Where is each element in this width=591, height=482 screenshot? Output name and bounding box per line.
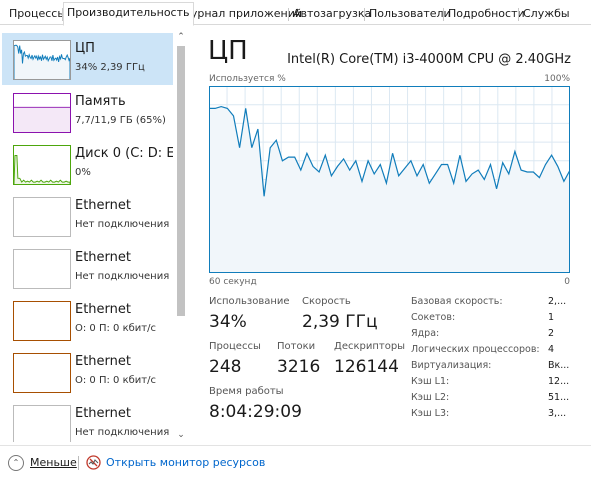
graph-y-label: Используется % <box>209 74 286 84</box>
tab-processes[interactable]: Процессы <box>9 7 67 20</box>
sidebar-item-memory[interactable]: Память 7,7/11,9 ГБ (65%) <box>5 86 173 138</box>
sidebar-item-title: Ethernet <box>75 250 131 265</box>
sidebar-item-subtitle: Нет подключения <box>75 271 170 282</box>
sidebar-item-ethernet-5[interactable]: Ethernet Нет подключения <box>5 398 173 442</box>
sidebar-item-title: ЦП <box>75 41 95 56</box>
uptime-value: 8:04:29:09 <box>209 402 302 422</box>
footer-separator <box>78 456 79 470</box>
info-value: Вк... <box>548 360 570 371</box>
ethernet-thumbnail <box>13 249 71 289</box>
sidebar-item-ethernet-4[interactable]: Ethernet О: 0 П: 0 кбит/с <box>5 346 173 398</box>
usage-label: Использование <box>209 296 290 307</box>
info-label: Сокетов: <box>411 312 456 323</box>
sidebar-item-subtitle: О: 0 П: 0 кбит/с <box>75 375 156 386</box>
cpu-model: Intel(R) Core(TM) i3-4000M CPU @ 2.40GHz <box>287 52 571 67</box>
footer: ⌃ Меньше Открыть монитор ресурсов <box>0 445 591 482</box>
tab-separator <box>443 8 444 21</box>
info-label: Кэш L3: <box>411 408 450 419</box>
tab-startup[interactable]: Автозагрузка <box>293 7 372 20</box>
tab-separator <box>62 8 63 21</box>
tab-separator <box>518 8 519 21</box>
ethernet-thumbnail <box>13 197 71 237</box>
tab-details[interactable]: Подробности <box>448 7 525 20</box>
ethernet-thumbnail <box>13 405 71 442</box>
sidebar-item-title: Память <box>75 94 126 109</box>
sidebar-item-cpu[interactable]: ЦП 34% 2,39 ГГц <box>2 33 173 85</box>
usage-value: 34% <box>209 312 247 332</box>
threads-label: Потоки <box>277 341 316 352</box>
handles-value: 126144 <box>334 357 399 377</box>
tab-separator <box>364 8 365 21</box>
speed-label: Скорость <box>302 296 351 307</box>
ethernet-thumbnail <box>13 301 71 341</box>
sidebar-item-title: Ethernet <box>75 302 131 317</box>
disk-thumbnail <box>13 145 71 185</box>
cpu-graph-fill <box>209 106 570 273</box>
tab-performance[interactable]: Производительность <box>63 2 194 26</box>
info-label: Виртуализация: <box>411 360 492 371</box>
open-resource-monitor-link[interactable]: Открыть монитор ресурсов <box>106 456 266 469</box>
scroll-down-icon[interactable]: ⌄ <box>177 430 185 440</box>
sidebar-item-subtitle: Нет подключения <box>75 219 170 230</box>
sidebar-scrollbar[interactable]: ⌃ ⌄ <box>175 30 187 442</box>
info-value: 2,... <box>548 296 567 307</box>
sidebar-item-subtitle: 34% 2,39 ГГц <box>75 62 145 73</box>
sidebar-item-subtitle: Нет подключения <box>75 427 170 438</box>
tab-app-history[interactable]: Журнал приложений <box>179 7 303 20</box>
tab-services[interactable]: Службы <box>523 7 570 20</box>
sidebar-item-ethernet-3[interactable]: Ethernet О: 0 П: 0 кбит/с <box>5 294 173 346</box>
info-value: 51... <box>548 392 570 403</box>
info-value: 1 <box>548 312 555 323</box>
cpu-usage-graph <box>209 86 570 273</box>
sidebar-item-ethernet-1[interactable]: Ethernet Нет подключения <box>5 190 173 242</box>
scroll-thumb[interactable] <box>177 46 185 316</box>
uptime-label: Время работы <box>209 386 284 397</box>
scroll-up-icon[interactable]: ⌃ <box>177 32 185 42</box>
tab-users[interactable]: Пользователи <box>369 7 451 20</box>
info-label: Кэш L2: <box>411 392 450 403</box>
info-label: Кэш L1: <box>411 376 450 387</box>
sidebar-item-title: Ethernet <box>75 354 131 369</box>
tab-separator <box>288 8 289 21</box>
graph-min-label: 0 <box>564 277 570 287</box>
info-value: 3,... <box>548 408 567 419</box>
info-label: Логических процессоров: <box>411 344 540 355</box>
memory-thumbnail <box>13 93 71 133</box>
sidebar-item-title: Ethernet <box>75 406 131 421</box>
handles-label: Дескрипторы <box>334 341 406 352</box>
ethernet-thumbnail <box>13 353 71 393</box>
info-value: 12... <box>548 376 570 387</box>
sidebar-item-subtitle: О: 0 П: 0 кбит/с <box>75 323 156 334</box>
chevron-up-icon[interactable]: ⌃ <box>8 455 24 471</box>
sidebar-item-subtitle: 7,7/11,9 ГБ (65%) <box>75 115 166 126</box>
processes-value: 248 <box>209 357 242 377</box>
cpu-thumbnail <box>13 40 71 80</box>
threads-value: 3216 <box>277 357 321 377</box>
sidebar-item-ethernet-2[interactable]: Ethernet Нет подключения <box>5 242 173 294</box>
speed-value: 2,39 ГГц <box>302 312 378 332</box>
info-value: 2 <box>548 328 555 339</box>
info-label: Ядра: <box>411 328 440 339</box>
page-title: ЦП <box>208 36 248 66</box>
sidebar-item-title: Ethernet <box>75 198 131 213</box>
sidebar-item-title: Диск 0 (C: D: E:) <box>75 146 173 161</box>
processes-label: Процессы <box>209 341 261 352</box>
tab-bar: Процессы Производительность Журнал прило… <box>0 0 591 26</box>
sidebar-item-disk[interactable]: Диск 0 (C: D: E:) 0% <box>5 138 173 190</box>
cpu-graph-line <box>209 105 570 197</box>
resource-list: ЦП 34% 2,39 ГГц Память 7,7/11,9 ГБ (65%)… <box>0 30 173 442</box>
resource-monitor-icon[interactable] <box>86 455 101 470</box>
fewer-details-link[interactable]: Меньше <box>30 456 77 469</box>
sidebar-item-subtitle: 0% <box>75 167 91 178</box>
graph-time-label: 60 секунд <box>209 277 257 287</box>
info-value: 4 <box>548 344 555 355</box>
graph-max-label: 100% <box>544 74 570 84</box>
info-label: Базовая скорость: <box>411 296 503 307</box>
